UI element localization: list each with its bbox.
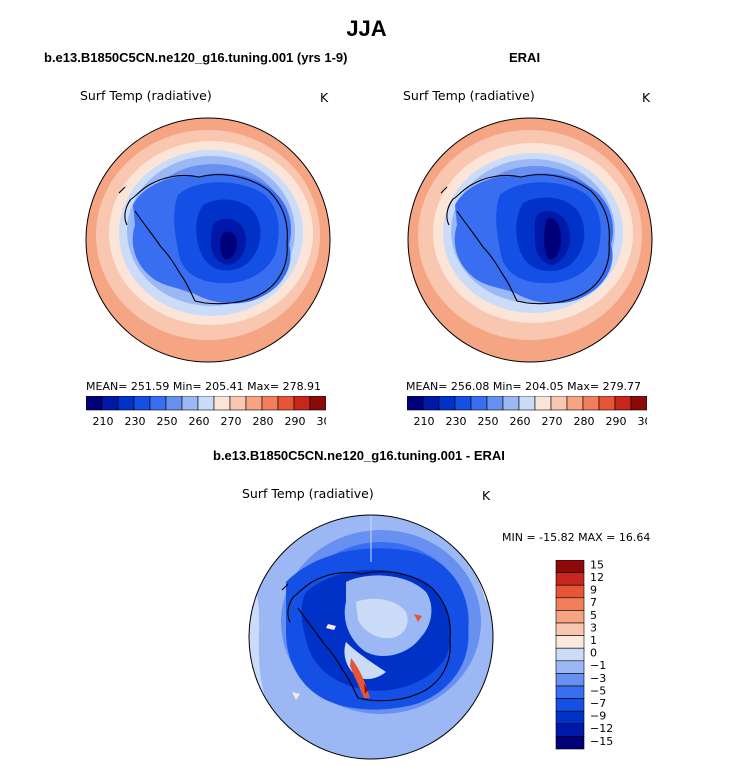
colorbar-model-tick-label: 290 xyxy=(285,415,306,428)
panel-model-variable: Surf Temp (radiative) xyxy=(80,88,212,103)
colorbar-erai-swatch xyxy=(502,396,520,411)
panel-diff-title: b.e13.B1850C5CN.ne120_g16.tuning.001 - E… xyxy=(213,448,505,463)
panel-diff-variable: Surf Temp (radiative) xyxy=(242,486,374,501)
colorbar-diff-tick-label: −7 xyxy=(590,697,606,710)
panel-erai-colorbar: 210 230 250 260 270 280 290 300 xyxy=(407,396,648,428)
colorbar-diff-swatch xyxy=(555,673,585,687)
colorbar-diff-swatch xyxy=(555,736,585,750)
colorbar-erai-swatch xyxy=(550,396,568,411)
colorbar-erai-swatch xyxy=(486,396,504,411)
colorbar-model-swatch xyxy=(86,396,103,411)
panel-model-units: K xyxy=(320,90,329,105)
colorbar-model-tick-label: 250 xyxy=(157,415,178,428)
colorbar-model-swatch xyxy=(149,396,167,411)
colorbar-model-tick-label: 280 xyxy=(253,415,274,428)
colorbar-model-swatch xyxy=(133,396,151,411)
colorbar-model-tick-label: 270 xyxy=(221,415,242,428)
colorbar-erai-tick-label: 230 xyxy=(446,415,467,428)
colorbar-diff-swatch xyxy=(555,710,585,725)
colorbar-erai-swatch xyxy=(630,396,647,411)
colorbar-model-swatch xyxy=(101,396,119,411)
panel-diff-units: K xyxy=(482,488,491,503)
colorbar-diff-tick-label: 15 xyxy=(590,560,604,571)
colorbar-erai-tick-label: 290 xyxy=(606,415,627,428)
colorbar-model-swatch xyxy=(229,396,247,411)
colorbar-diff-tick-label: −3 xyxy=(590,672,606,685)
colorbar-erai-swatch xyxy=(534,396,552,411)
panel-diff-map xyxy=(248,514,494,760)
colorbar-diff-swatch xyxy=(555,635,585,649)
colorbar-erai-tick-label: 300 xyxy=(638,415,648,428)
colorbar-erai-tick-label: 210 xyxy=(414,415,435,428)
colorbar-model-swatch xyxy=(117,396,135,411)
colorbar-diff-tick-label: 1 xyxy=(590,634,597,647)
colorbar-diff-tick-label: 0 xyxy=(590,647,597,660)
colorbar-erai-swatch xyxy=(582,396,600,411)
colorbar-erai-swatch xyxy=(454,396,472,411)
colorbar-erai-tick-label: 270 xyxy=(542,415,563,428)
colorbar-diff-tick-label: −1 xyxy=(590,659,606,672)
colorbar-diff-swatch xyxy=(555,572,585,586)
colorbar-erai-swatch xyxy=(422,396,440,411)
colorbar-diff-tick-label: −12 xyxy=(590,722,613,735)
panel-model-title: b.e13.B1850C5CN.ne120_g16.tuning.001 (yr… xyxy=(44,50,348,65)
colorbar-diff-tick-label: −9 xyxy=(590,710,606,723)
colorbar-erai-swatch xyxy=(407,396,424,411)
panel-model-colorbar: 210 230 250 260 270 280 290 300 xyxy=(86,396,327,428)
colorbar-model-swatch xyxy=(213,396,231,411)
colorbar-model-swatch xyxy=(261,396,279,411)
colorbar-diff-swatch xyxy=(555,647,585,662)
colorbar-diff-tick-label: 7 xyxy=(590,596,597,609)
panel-erai-stats: MEAN= 256.08 Min= 204.05 Max= 279.77 xyxy=(406,380,642,393)
panel-erai-map xyxy=(407,117,653,363)
colorbar-model-swatch xyxy=(245,396,263,411)
colorbar-erai-tick-label: 250 xyxy=(478,415,499,428)
colorbar-diff-tick-label: 3 xyxy=(590,621,597,634)
colorbar-model-swatch xyxy=(181,396,199,411)
coastline xyxy=(118,174,288,305)
colorbar-model-tick-label: 210 xyxy=(93,415,114,428)
colorbar-diff-swatch xyxy=(555,560,585,573)
colorbar-diff-swatch xyxy=(555,660,585,674)
colorbar-erai-tick-label: 260 xyxy=(510,415,531,428)
panel-erai-title: ERAI xyxy=(509,50,541,65)
colorbar-model-swatch xyxy=(293,396,311,411)
colorbar-model-tick-label: 230 xyxy=(125,415,146,428)
colorbar-model-swatch xyxy=(277,396,295,411)
colorbar-diff-swatch xyxy=(555,685,585,699)
colorbar-diff-tick-label: 5 xyxy=(590,609,597,622)
colorbar-diff-tick-label: 9 xyxy=(590,584,597,597)
colorbar-erai-swatch xyxy=(438,396,456,411)
colorbar-diff-swatch xyxy=(555,584,585,599)
colorbar-diff-tick-label: −15 xyxy=(590,735,613,748)
panel-model-map xyxy=(85,117,331,363)
colorbar-diff-swatch xyxy=(555,723,585,737)
panel-diff-stats: MIN = -15.82 MAX = 16.64 xyxy=(502,531,651,544)
colorbar-diff-swatch xyxy=(555,610,585,624)
colorbar-model-tick-label: 260 xyxy=(189,415,210,428)
colorbar-erai-swatch xyxy=(470,396,488,411)
panel-erai-variable: Surf Temp (radiative) xyxy=(403,88,535,103)
colorbar-erai-swatch xyxy=(614,396,632,411)
panel-erai-units: K xyxy=(642,90,651,105)
panel-model-stats: MEAN= 251.59 Min= 205.41 Max= 278.91 xyxy=(86,380,322,393)
colorbar-diff-tick-label: −5 xyxy=(590,684,606,697)
colorbar-diff-tick-label: 12 xyxy=(590,571,604,584)
colorbar-erai-swatch xyxy=(566,396,584,411)
colorbar-erai-swatch xyxy=(518,396,536,411)
figure-title: JJA xyxy=(346,16,387,41)
map-boundary xyxy=(85,117,331,363)
colorbar-diff-swatch xyxy=(555,622,585,636)
colorbar-model-swatch xyxy=(197,396,215,411)
colorbar-model-tick-label: 300 xyxy=(317,415,327,428)
colorbar-model-swatch xyxy=(165,396,183,411)
colorbar-model-swatch xyxy=(309,396,326,411)
colorbar-erai-tick-label: 280 xyxy=(574,415,595,428)
colorbar-diff-swatch xyxy=(555,597,585,611)
colorbar-erai-swatch xyxy=(598,396,616,411)
colorbar-diff-swatch xyxy=(555,698,585,712)
